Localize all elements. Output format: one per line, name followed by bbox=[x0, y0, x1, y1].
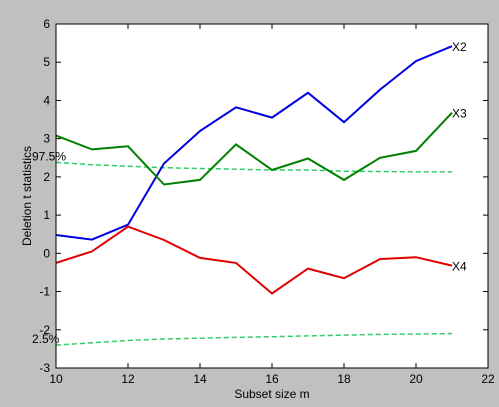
y-tick-label: 2 bbox=[43, 170, 50, 184]
x-tick-label: 14 bbox=[193, 372, 207, 386]
plot-area bbox=[56, 24, 488, 368]
series-layer bbox=[55, 45, 453, 346]
y-tick-label: 6 bbox=[43, 17, 50, 31]
series-line-x3 bbox=[55, 112, 453, 186]
x-axis: 10 12 14 16 18 20 22 bbox=[49, 24, 495, 386]
series-label-x2: X2 bbox=[452, 40, 467, 54]
series-label-x4: X4 bbox=[452, 260, 467, 274]
series-line-x4 bbox=[55, 225, 453, 295]
y-tick-label: 0 bbox=[43, 246, 50, 260]
series-line-x2 bbox=[55, 45, 453, 241]
y-tick-label: -2 bbox=[39, 323, 50, 337]
x-tick-label: 16 bbox=[265, 372, 279, 386]
x-tick-label: 12 bbox=[121, 372, 135, 386]
x-tick-label: 18 bbox=[337, 372, 351, 386]
y-tick-label: 1 bbox=[43, 208, 50, 222]
band-line bbox=[55, 332, 453, 346]
y-tick-label: 3 bbox=[43, 132, 50, 146]
x-axis-label: Subset size m bbox=[234, 387, 309, 401]
y-axis: -3 -2 -1 0 1 2 3 4 5 6 bbox=[39, 17, 488, 375]
x-tick-label: 22 bbox=[481, 372, 495, 386]
series-label-x3: X3 bbox=[452, 107, 467, 121]
y-axis-label: Deletion t statistics bbox=[20, 146, 34, 246]
band-label: 2.5% bbox=[32, 332, 60, 346]
y-tick-label: 5 bbox=[43, 55, 50, 69]
plot-frame bbox=[55, 23, 489, 369]
y-tick-label: -1 bbox=[39, 285, 50, 299]
x-tick-label: 10 bbox=[49, 372, 63, 386]
y-tick-label: 4 bbox=[43, 93, 50, 107]
series-labels: X2 X3 X4 97.5% 2.5% bbox=[32, 40, 467, 346]
band-line bbox=[55, 161, 452, 173]
x-tick-label: 20 bbox=[409, 372, 423, 386]
band-label: 97.5% bbox=[32, 149, 66, 163]
y-tick-label: -3 bbox=[39, 361, 50, 375]
